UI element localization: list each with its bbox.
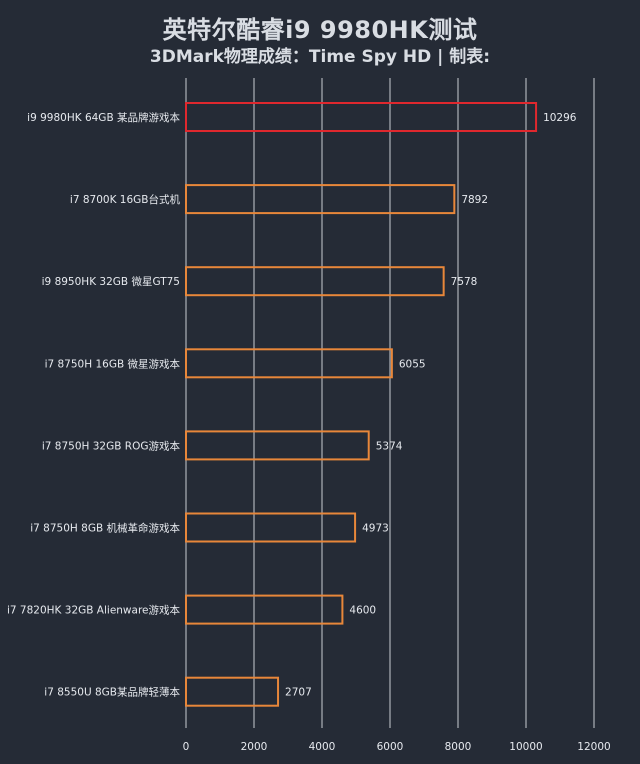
x-tick-label: 4000 bbox=[309, 741, 336, 753]
category-label: i9 8950HK 32GB 微星GT75 bbox=[42, 275, 180, 288]
category-label: i7 8750H 32GB ROG游戏本 bbox=[42, 439, 181, 452]
category-label: i9 9980HK 64GB 某品牌游戏本 bbox=[27, 111, 180, 124]
bar bbox=[185, 594, 344, 625]
bar bbox=[185, 184, 456, 215]
x-tick-label: 10000 bbox=[509, 741, 542, 753]
value-label: 4973 bbox=[362, 523, 389, 535]
x-tick-label: 2000 bbox=[241, 741, 268, 753]
category-label: i7 8750H 8GB 机械革命游戏本 bbox=[30, 522, 180, 535]
value-label: 7892 bbox=[461, 194, 488, 206]
chart-subtitle: 3DMark物理成绩：Time Spy HD | 制表: bbox=[149, 47, 491, 67]
value-label: 7578 bbox=[451, 276, 478, 288]
x-tick-label: 0 bbox=[183, 741, 190, 753]
chart-title: 英特尔酷睿i9 9980HK测试 bbox=[162, 16, 478, 44]
category-label: i7 8750H 16GB 微星游戏本 bbox=[45, 357, 181, 370]
value-label: 4600 bbox=[349, 605, 376, 617]
bar bbox=[185, 102, 538, 132]
value-label: 5374 bbox=[376, 440, 403, 452]
category-label: i7 8700K 16GB台式机 bbox=[70, 193, 181, 206]
bar bbox=[185, 348, 393, 379]
value-label: 6055 bbox=[399, 358, 426, 370]
x-tick-label: 6000 bbox=[377, 741, 404, 753]
x-tick-label: 12000 bbox=[577, 741, 610, 753]
x-tick-label: 8000 bbox=[445, 741, 472, 753]
value-label: 10296 bbox=[543, 112, 577, 124]
bar bbox=[185, 676, 280, 707]
value-label: 2707 bbox=[285, 687, 312, 699]
category-label: i7 7820HK 32GB Alienware游戏本 bbox=[7, 604, 181, 617]
bar bbox=[185, 430, 370, 461]
bar bbox=[185, 512, 357, 543]
bar bbox=[185, 266, 445, 297]
category-label: i7 8550U 8GB某品牌轻薄本 bbox=[44, 686, 180, 699]
